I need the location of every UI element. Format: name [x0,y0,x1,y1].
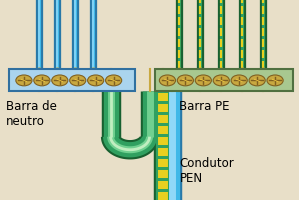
Bar [9,70,135,92]
Text: Barra de
neutro: Barra de neutro [6,100,57,128]
Circle shape [159,76,176,86]
Circle shape [34,76,50,86]
Circle shape [177,76,193,86]
Circle shape [16,76,32,86]
Circle shape [195,76,211,86]
Circle shape [267,76,283,86]
Circle shape [213,76,229,86]
Circle shape [52,76,68,86]
Circle shape [70,76,86,86]
Circle shape [106,76,122,86]
Text: Condutor
PEN: Condutor PEN [179,156,234,184]
Bar [155,70,293,92]
Circle shape [88,76,104,86]
Circle shape [231,76,247,86]
Text: Barra PE: Barra PE [179,100,230,113]
Circle shape [249,76,265,86]
